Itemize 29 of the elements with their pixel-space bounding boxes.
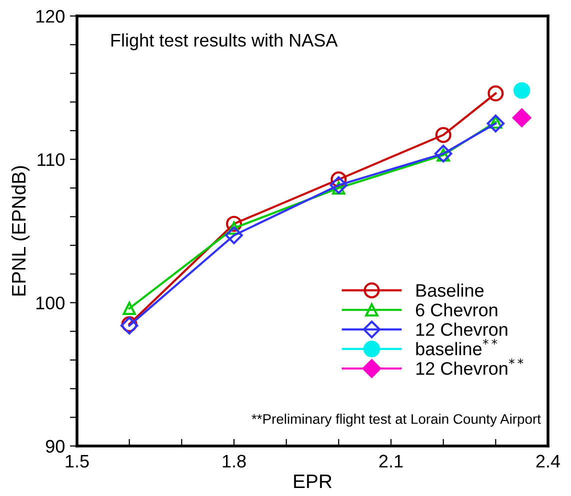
legend-label: 12 Chevron$^{**}$	[416, 358, 524, 375]
y-tick-label: 120	[36, 10, 64, 23]
x-axis-title: EPR	[294, 474, 332, 488]
point	[434, 144, 452, 162]
legend-label: 6 Chevron	[416, 303, 498, 316]
legend-label: 12 Chevron	[416, 322, 508, 336]
point	[122, 302, 136, 315]
point	[486, 114, 505, 132]
annotation: **Preliminary flight test at Lorain County Airport	[252, 414, 541, 427]
point	[488, 85, 504, 102]
y-tick-label: 90	[46, 440, 64, 453]
text: Flight test results with NASA	[111, 33, 338, 50]
point	[330, 171, 347, 188]
point	[512, 108, 532, 128]
x-tick-label: 2.4	[536, 454, 560, 468]
y-tick-label: 100	[36, 296, 64, 310]
x-tick-label: 1.8	[222, 454, 246, 468]
x-tick-label: 1.5	[66, 454, 89, 468]
point	[227, 222, 241, 235]
point	[225, 226, 243, 244]
x-tick-label: 2.1	[379, 454, 403, 468]
y-tick-label: 110	[38, 153, 64, 166]
point	[435, 126, 452, 143]
legend-label: baseline$^{**}$	[416, 338, 498, 356]
point	[514, 82, 530, 99]
legend-label: Baseline	[416, 284, 484, 297]
y-axis-title: EPNL (EPNdB)	[11, 166, 30, 296]
point	[226, 216, 242, 232]
point	[330, 176, 348, 194]
